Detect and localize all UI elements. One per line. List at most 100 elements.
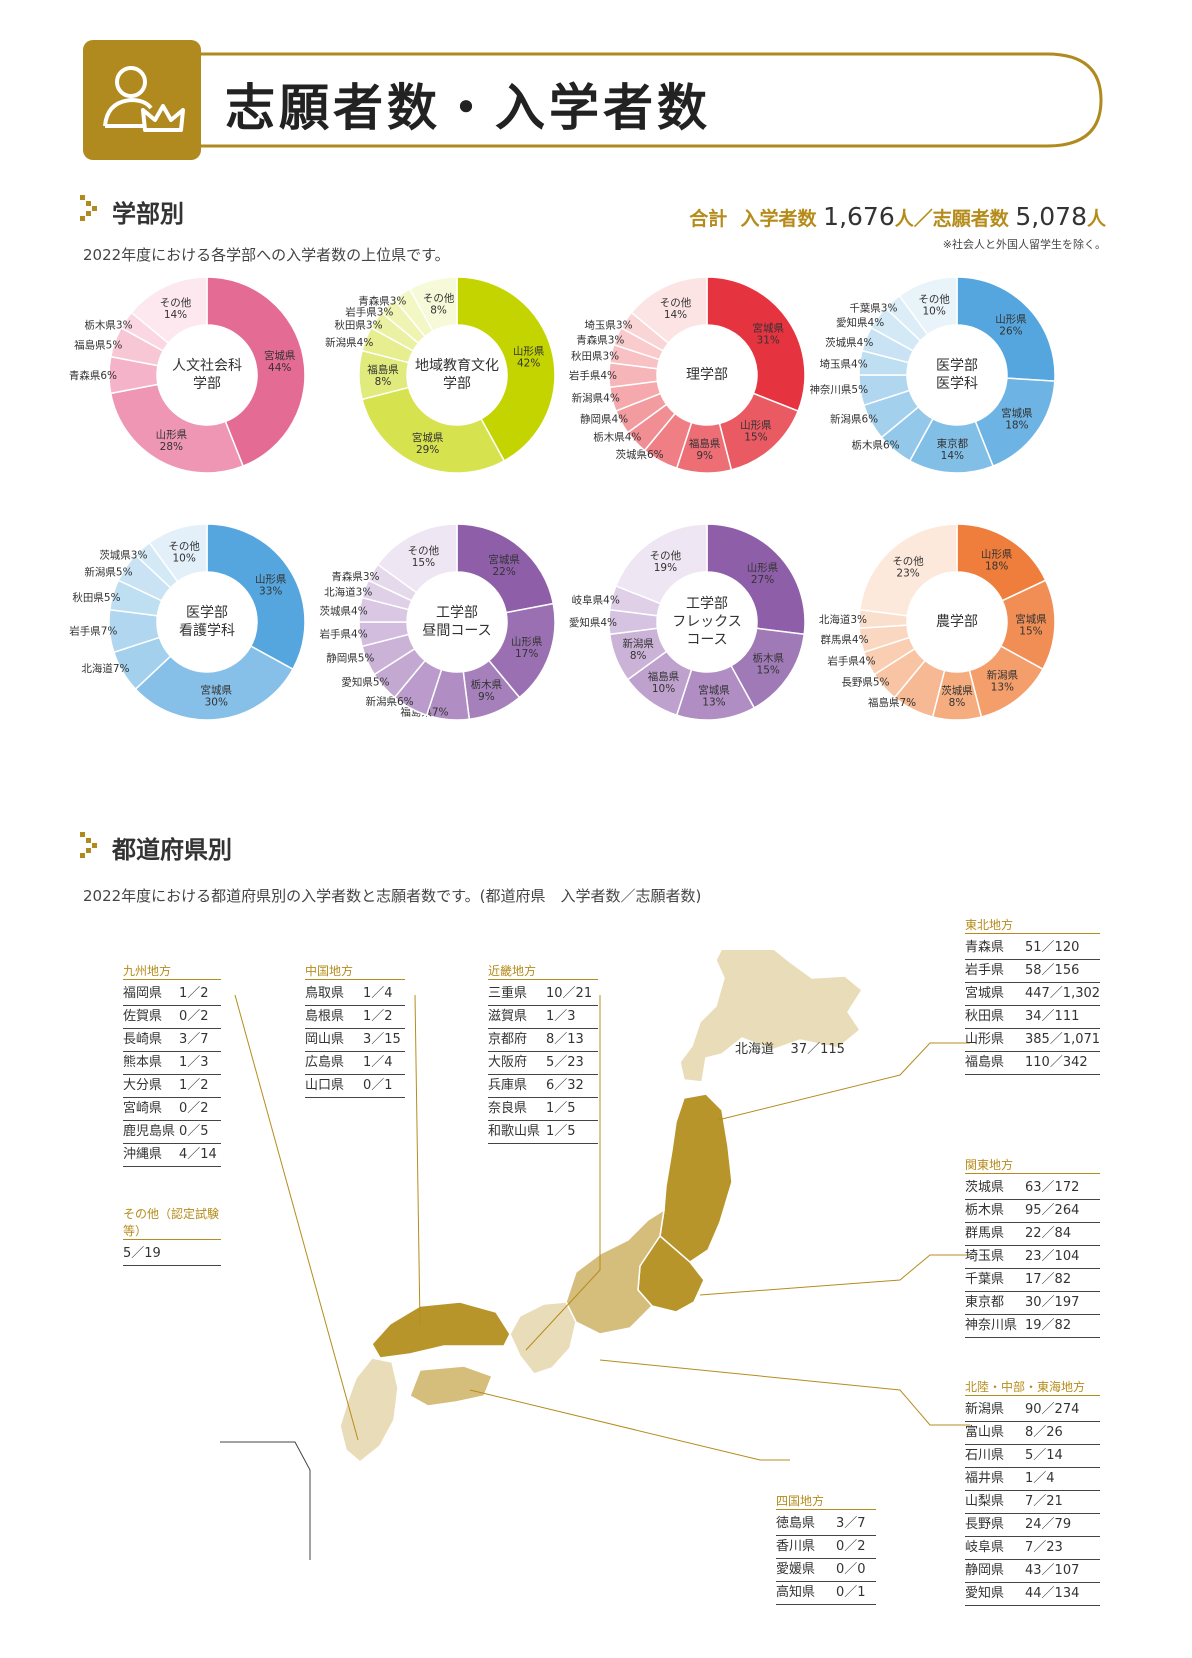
prefecture-name: 岩手県 bbox=[965, 963, 1005, 978]
slice-label: 栃木県6% bbox=[851, 438, 899, 451]
region-row: 和歌山県 1／5 bbox=[488, 1121, 598, 1144]
region-row: 岡山県 3／15 bbox=[305, 1029, 405, 1052]
prefecture-value: 1／2 bbox=[363, 1009, 393, 1024]
prefecture-value: 6／32 bbox=[546, 1078, 584, 1093]
map-chugoku bbox=[371, 1301, 511, 1359]
donut-svg: 山形県 42% 宮城県 29% 福島県 8% 新潟県4% 秋田県3%岩手県3%青森県3% その他… bbox=[325, 276, 556, 474]
region-hokkaido: 北海道 37／115 bbox=[735, 1038, 845, 1057]
prefecture-value: 1／4 bbox=[1025, 1471, 1055, 1486]
slice-label: 埼玉県3% bbox=[584, 318, 632, 331]
slice-label: 山形県 33% bbox=[255, 573, 287, 597]
prefecture-name: 広島県 bbox=[305, 1055, 345, 1070]
donut-slice bbox=[956, 276, 1056, 382]
enrolled-label: 入学者数 bbox=[740, 208, 817, 230]
section-title-faculty: 学部別 bbox=[112, 200, 184, 228]
slice-label: 青森県3% bbox=[358, 295, 406, 308]
prefecture-name: 鹿児島県 bbox=[123, 1124, 176, 1139]
faculty-description: 2022年度における各学部への入学者数の上位県です。 bbox=[83, 246, 450, 264]
prefecture-value: 43／107 bbox=[1025, 1563, 1080, 1578]
prefecture-name: 三重県 bbox=[488, 986, 528, 1001]
region-row: 佐賀県 0／2 bbox=[123, 1006, 221, 1029]
slice-label: 愛知県4% bbox=[569, 616, 617, 629]
prefecture-name: 福島県 bbox=[965, 1055, 1005, 1070]
donut-slice bbox=[456, 276, 556, 462]
donut-chart: 山形県 18% 宮城県 15% 新潟県 13% 茨城県 8% 福島県7% 長野県5% 岩手県4% 群馬… bbox=[819, 517, 1062, 727]
slice-label: 千葉県3% bbox=[849, 301, 897, 314]
donut-slice bbox=[361, 386, 506, 474]
region-other: その他（認定試験等） 5／19 bbox=[123, 1205, 221, 1266]
region-chugoku: 中国地方 鳥取県 1／4 島根県 1／2 岡山県 3／15 広島県 1／4 山口県 0／1 bbox=[305, 962, 405, 1098]
slice-label: 福島県 9% bbox=[689, 437, 721, 462]
prefecture-value: 5／19 bbox=[123, 1246, 161, 1261]
prefecture-value: 1／2 bbox=[179, 986, 209, 1001]
prefecture-description: 2022年度における都道府県別の入学者数と志願者数です。(都道府県 入学者数／志… bbox=[83, 887, 702, 905]
prefecture-value: 1／2 bbox=[179, 1078, 209, 1093]
slice-label: 静岡県5% bbox=[326, 652, 374, 665]
prefecture-value: 90／274 bbox=[1025, 1402, 1080, 1417]
slice-label: 茨城県4% bbox=[320, 605, 368, 618]
prefecture-value: 0／5 bbox=[179, 1124, 209, 1139]
donut-center-label: 工学部 昼間コース bbox=[422, 605, 492, 639]
slice-label: 山形県 15% bbox=[740, 420, 772, 444]
prefecture-value: 10／21 bbox=[546, 986, 593, 1001]
slice-label: その他 10% bbox=[168, 540, 200, 565]
prefecture-name: 静岡県 bbox=[965, 1563, 1005, 1578]
prefecture-value: 5／14 bbox=[1025, 1448, 1063, 1463]
donut-chart: 山形県 26% 宮城県 18% 東京都 14% 栃木県6% 新潟県6% 神奈川県5% 埼玉県4% 茨… bbox=[809, 270, 1062, 480]
region-row: 東京都 30／197 bbox=[965, 1292, 1100, 1315]
donut-svg: 山形県 27% 栃木県 15% 宮城県 13% 福島県 10% 新潟県 8% 愛知県4% 岐阜県4% そ… bbox=[569, 523, 806, 721]
section-marker-icon bbox=[80, 832, 97, 858]
totals-label: 合計 bbox=[689, 208, 728, 230]
prefecture-value: 0／2 bbox=[179, 1101, 209, 1116]
prefecture-name: 京都府 bbox=[488, 1032, 528, 1047]
slice-label: 新潟県6% bbox=[365, 695, 413, 708]
prefecture-name: 宮崎県 bbox=[123, 1101, 163, 1116]
slice-label: 福島県 10% bbox=[648, 670, 680, 695]
donut-slice bbox=[109, 383, 245, 474]
region-title: 中国地方 bbox=[305, 962, 405, 980]
prefecture-name: 高知県 bbox=[776, 1585, 816, 1600]
donut-slice bbox=[148, 523, 208, 583]
japan-map bbox=[220, 950, 970, 1560]
prefecture-name: 佐賀県 bbox=[123, 1009, 163, 1024]
slice-label: 岩手県4% bbox=[827, 654, 875, 667]
slice-label: 岩手県4% bbox=[320, 627, 368, 640]
prefecture-name: 福井県 bbox=[965, 1471, 1005, 1486]
section-marker-icon bbox=[80, 195, 97, 221]
slice-label: 北海道3% bbox=[819, 613, 867, 626]
donut-slice bbox=[408, 276, 458, 333]
prefecture-name: 熊本県 bbox=[123, 1055, 163, 1070]
region-row: 栃木県 95／264 bbox=[965, 1200, 1100, 1223]
prefecture-name: 沖縄県 bbox=[123, 1147, 163, 1162]
prefecture-value: 95／264 bbox=[1025, 1203, 1080, 1218]
slice-label: 茨城県4% bbox=[825, 336, 873, 349]
prefecture-value: 385／1,071 bbox=[1024, 1032, 1101, 1047]
prefecture-name: 東京都 bbox=[965, 1295, 1005, 1310]
slice-label: 秋田県5% bbox=[72, 591, 120, 604]
prefecture-name: 大分県 bbox=[123, 1078, 163, 1093]
region-row: 青森県 51／120 bbox=[965, 937, 1100, 960]
region-row: 高知県 0／1 bbox=[776, 1582, 876, 1605]
slice-label: 山形県 26% bbox=[995, 313, 1027, 337]
region-title: 東北地方 bbox=[965, 916, 1100, 934]
prefecture-value: 1／3 bbox=[179, 1055, 209, 1070]
slice-label: 群馬県4% bbox=[820, 633, 868, 646]
slice-label: 青森県3% bbox=[331, 570, 379, 583]
region-title: 四国地方 bbox=[776, 1492, 876, 1510]
prefecture-name: 香川県 bbox=[776, 1539, 816, 1554]
prefecture-value: 1／4 bbox=[363, 986, 393, 1001]
slice-label: 静岡県4% bbox=[580, 412, 628, 425]
slice-label: 埼玉県4% bbox=[820, 358, 868, 371]
prefecture-name: 長崎県 bbox=[123, 1032, 163, 1047]
region-row: 滋賀県 1／3 bbox=[488, 1006, 598, 1029]
donut-slice bbox=[376, 523, 458, 594]
slice-label: 宮城県 22% bbox=[488, 553, 520, 578]
donut-center-label: 農学部 bbox=[936, 614, 978, 630]
prefecture-name: 岡山県 bbox=[305, 1032, 345, 1047]
prefecture-value: 8／26 bbox=[1025, 1425, 1063, 1440]
slice-label: 神奈川県5% bbox=[809, 383, 868, 396]
prefecture-value: 1／3 bbox=[546, 1009, 576, 1024]
slice-label: 青森県3% bbox=[576, 333, 624, 346]
region-row: 三重県 10／21 bbox=[488, 983, 598, 1006]
slice-label: 福島県7% bbox=[868, 696, 916, 709]
